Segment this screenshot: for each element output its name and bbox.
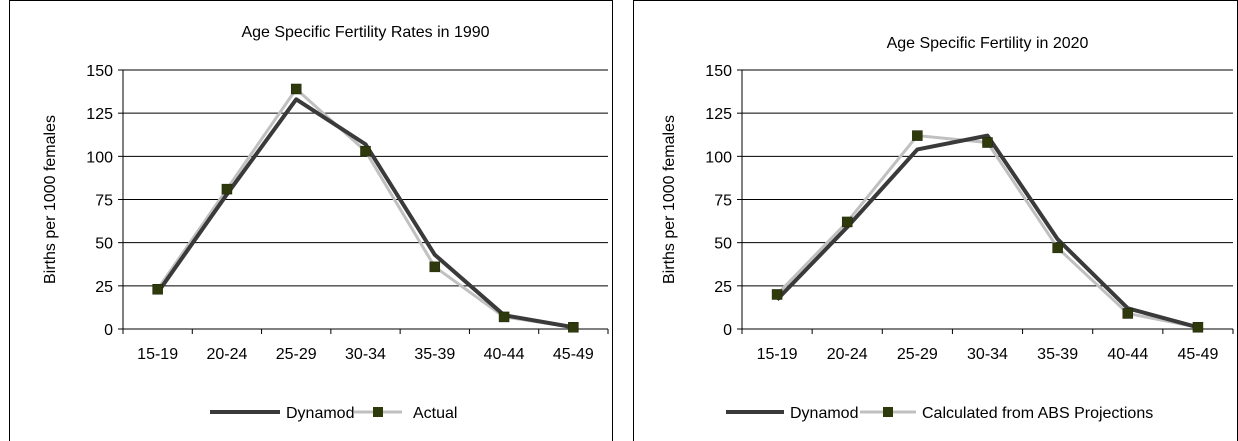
y-tick-label: 0 <box>723 322 732 339</box>
data-point-marker <box>982 137 993 148</box>
x-tick-label: 35-39 <box>414 346 455 363</box>
y-axis-label: Births per 1000 females <box>661 115 678 284</box>
legend-label-dynamod: Dynamod <box>790 405 858 422</box>
data-point-marker <box>912 130 923 141</box>
data-point-marker <box>360 145 371 157</box>
data-point-marker <box>429 261 441 273</box>
series-line-dynamod <box>156 97 574 330</box>
data-point-marker <box>568 322 579 333</box>
y-tick-label: 150 <box>86 63 113 80</box>
x-tick-label: 40-44 <box>484 346 525 363</box>
legend-label-reference: Actual <box>413 405 457 422</box>
chart-2020-svg: Age Specific Fertility in 2020 Births per… <box>661 35 1234 422</box>
x-tick-label: 45-49 <box>1177 346 1218 363</box>
chart-1990-svg: Age Specific Fertility Rates in 1990 Birt… <box>42 24 609 422</box>
data-point-marker <box>771 289 783 300</box>
x-tick-label: 15-19 <box>137 346 178 363</box>
chart-title: Age Specific Fertility in 2020 <box>887 35 1089 52</box>
y-axis-label: Births per 1000 females <box>42 115 59 284</box>
y-tick-label: 125 <box>705 106 732 123</box>
x-tick-label: 25-29 <box>897 346 938 363</box>
x-tick-label: 40-44 <box>1107 346 1148 363</box>
y-tick-label: 75 <box>714 193 732 210</box>
x-tick-label: 30-34 <box>967 346 1008 363</box>
legend-label-dynamod: Dynamod <box>286 405 354 422</box>
y-tick-label: 50 <box>95 236 113 253</box>
y-tick-label: 50 <box>714 236 732 253</box>
legend-marker-reference <box>373 407 383 417</box>
chart-panel-2020: Age Specific Fertility in 2020 Births per… <box>633 0 1238 441</box>
chart-panel-1990: Age Specific Fertility Rates in 1990 Birt… <box>9 0 613 441</box>
x-tick-label: 25-29 <box>276 346 317 363</box>
data-point-marker <box>498 311 510 323</box>
y-tick-label: 125 <box>86 106 113 123</box>
chart-title: Age Specific Fertility Rates in 1990 <box>241 24 489 41</box>
legend-marker-reference <box>883 407 893 417</box>
data-point-marker <box>221 183 233 195</box>
data-point-marker <box>152 284 163 295</box>
y-tick-label: 25 <box>95 279 113 296</box>
series-line-reference <box>156 87 574 329</box>
y-tick-label: 25 <box>714 279 732 296</box>
y-tick-label: 100 <box>86 149 113 166</box>
x-tick-label: 20-24 <box>206 346 247 363</box>
y-tick-label: 75 <box>95 193 113 210</box>
data-point-marker <box>1192 322 1204 333</box>
x-tick-label: 30-34 <box>345 346 386 363</box>
x-tick-label: 15-19 <box>757 346 798 363</box>
data-point-marker <box>290 83 302 95</box>
data-point-marker <box>1122 308 1134 319</box>
data-point-marker <box>841 216 853 228</box>
series-line-reference <box>775 134 1199 329</box>
y-tick-label: 150 <box>705 63 732 80</box>
x-tick-label: 35-39 <box>1037 346 1078 363</box>
x-tick-label: 20-24 <box>827 346 868 363</box>
y-tick-label: 100 <box>705 149 732 166</box>
legend-label-reference: Calculated from ABS Projections <box>922 405 1153 422</box>
series-line-dynamod <box>775 133 1199 330</box>
x-tick-label: 45-49 <box>553 346 594 363</box>
data-point-marker <box>1052 242 1063 254</box>
y-tick-label: 0 <box>104 322 113 339</box>
